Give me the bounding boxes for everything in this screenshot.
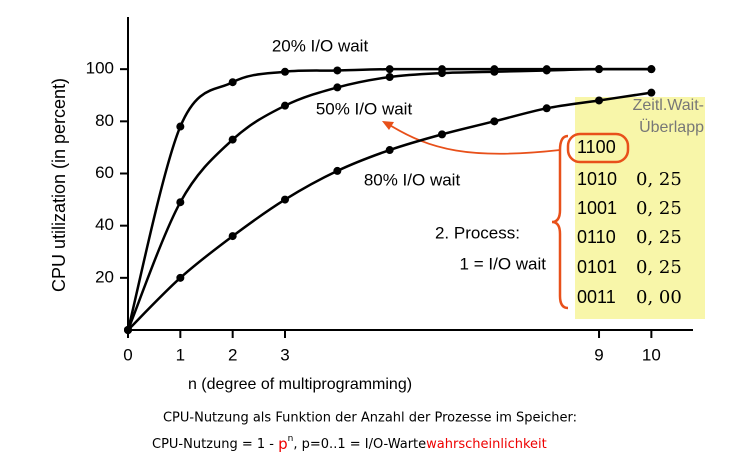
overlap-value: 0, 25 — [636, 227, 682, 248]
x-tick-label: 1 — [176, 345, 185, 364]
point — [228, 78, 237, 87]
point — [176, 273, 185, 282]
box-title-line: Überlapp — [639, 118, 704, 136]
point — [490, 67, 499, 76]
point — [542, 66, 551, 75]
y-tick-label: 40 — [95, 215, 114, 234]
process-code: 1010 — [577, 169, 617, 189]
y-tick-label: 60 — [95, 163, 114, 182]
caption-p: p — [278, 435, 288, 453]
series-line — [126, 67, 652, 331]
point — [228, 135, 237, 144]
point — [333, 83, 342, 92]
x-tick-label: 0 — [123, 345, 132, 364]
point — [281, 195, 290, 204]
point — [438, 130, 447, 139]
series-label: 80% I/O wait — [364, 170, 461, 189]
point — [333, 66, 342, 75]
box-title-line: Zeitl.Wait- — [633, 97, 704, 114]
brace — [551, 134, 569, 310]
point — [176, 122, 185, 131]
process-code: 1100 — [577, 137, 616, 157]
point — [124, 326, 132, 334]
caption-red: wahrscheinlichkeit — [426, 437, 547, 452]
x-axis-label: n (degree of multiprogramming) — [188, 376, 412, 393]
caption-n: n — [288, 434, 294, 444]
y-tick-label: 80 — [95, 111, 114, 130]
point — [490, 117, 499, 126]
annotation: 1 = I/O wait — [460, 254, 547, 273]
overlap-value: 0, 25 — [636, 257, 682, 278]
arrow — [387, 123, 561, 155]
process-code: 0101 — [577, 257, 617, 277]
point — [647, 65, 656, 74]
box-title: Zeitl.Wait- Überlapp — [633, 97, 705, 136]
point — [228, 232, 237, 241]
point — [647, 88, 656, 97]
process-code: 0110 — [577, 227, 616, 247]
x-tick-label: 2 — [228, 345, 237, 364]
process-code: 1001 — [577, 198, 617, 218]
x-tick-label: 10 — [642, 345, 661, 364]
point — [176, 198, 185, 207]
y-tick-label: 100 — [86, 59, 114, 78]
overlap-value: 0, 00 — [636, 287, 682, 308]
series-label: 20% I/O wait — [272, 36, 369, 55]
caption: CPU-Nutzung = 1 - pn, p=0..1 = I/O-Warte… — [152, 434, 547, 453]
point — [333, 166, 342, 175]
caption-part: , p=0..1 = I/O-Warte — [293, 437, 426, 452]
caption-part: CPU-Nutzung = 1 - — [152, 437, 278, 452]
point — [385, 146, 394, 155]
highlight-circle — [566, 132, 630, 164]
point — [542, 104, 551, 113]
y-tick-label: 20 — [95, 267, 114, 286]
caption: CPU-Nutzung als Funktion der Anzahl der … — [163, 411, 577, 426]
arrow-head — [382, 121, 394, 130]
overlap-value: 0, 25 — [636, 169, 682, 190]
point — [595, 65, 604, 74]
point — [281, 101, 290, 110]
x-tick-label: 3 — [280, 345, 289, 364]
series-label: 50% I/O wait — [316, 99, 413, 118]
point — [385, 72, 394, 81]
annotation: 2. Process: — [435, 223, 520, 242]
overlap-value: 0, 25 — [636, 198, 682, 219]
point — [385, 65, 394, 74]
point — [595, 96, 604, 105]
process-code: 0011 — [577, 287, 616, 307]
point — [281, 67, 290, 76]
point — [438, 69, 447, 78]
y-axis-label: CPU utilization (in percent) — [49, 78, 69, 292]
x-tick-label: 9 — [594, 345, 603, 364]
